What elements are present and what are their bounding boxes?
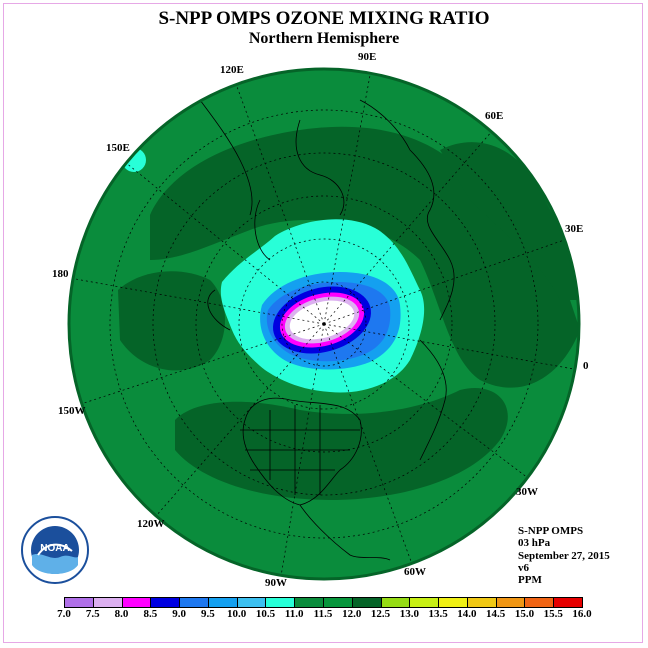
info-level: 03 hPa xyxy=(518,537,551,550)
colorbar-tick-label: 12.5 xyxy=(370,608,391,620)
center-no-data xyxy=(289,300,355,340)
info-date: September 27, 2015 xyxy=(518,549,610,562)
dark-green-band-northeast xyxy=(440,142,579,300)
colorbar-tick-label: 10.5 xyxy=(255,608,276,620)
colorbar-tick-label: 11.0 xyxy=(284,608,304,620)
colorbar-tick-label: 9.0 xyxy=(172,608,186,620)
noaa-logo: NOAA xyxy=(21,516,89,584)
colorbar-tick-label: 7.5 xyxy=(85,608,100,620)
colorbar-segment xyxy=(351,597,382,608)
colorbar-tick-label: 9.5 xyxy=(201,608,215,620)
coastlines xyxy=(199,99,455,561)
info-version: v6 xyxy=(518,561,529,574)
colorbar-tick-label: 15.0 xyxy=(514,608,535,620)
lon-label-60w: 60W xyxy=(404,566,426,578)
lon-label-0: 0 xyxy=(583,360,589,372)
colorbar-segment xyxy=(92,597,123,608)
colorbar-tick-label: 7.0 xyxy=(57,608,71,620)
colorbar-tick-label: 12.0 xyxy=(342,608,362,620)
dark-green-band-west xyxy=(118,271,225,371)
lon-label-90e: 90E xyxy=(358,51,377,63)
colorbar-segment xyxy=(553,597,583,608)
lon-label-30w: 30W xyxy=(516,486,538,498)
dark-green-band-south xyxy=(175,388,508,500)
colorbar-segment xyxy=(323,597,353,608)
colorbar-tick-label: 10.0 xyxy=(227,608,247,620)
colorbar-tick-label: 11.5 xyxy=(313,608,333,620)
colorbar-segment xyxy=(438,597,468,608)
colorbar-segment xyxy=(409,597,440,608)
image-frame xyxy=(3,3,643,643)
colorbar-segment xyxy=(121,597,152,608)
colorbar-segment xyxy=(524,597,555,608)
colorbar-segment xyxy=(179,597,209,608)
colorbar-segment xyxy=(150,597,181,608)
colorbar-tick-label: 14.0 xyxy=(457,608,477,620)
lon-label-60e: 60E xyxy=(485,110,504,122)
info-units: PPM xyxy=(518,574,542,587)
info-instrument: S-NPP OMPS xyxy=(518,525,584,537)
lon-label-150e: 150E xyxy=(106,142,130,154)
colorbar-segment xyxy=(294,597,324,608)
colorbar-segment xyxy=(495,597,526,608)
colorbar-tick-label: 8.0 xyxy=(114,608,129,620)
map-border xyxy=(67,67,581,581)
lon-label-120e: 120E xyxy=(220,64,244,76)
map-title: S-NPP OMPS OZONE MIXING RATIO xyxy=(158,8,490,29)
colorbar-tick-label: 8.5 xyxy=(143,608,158,620)
colorbar-tick-label: 13.5 xyxy=(428,608,448,620)
colorbar-tick-label: 14.5 xyxy=(486,608,506,620)
lon-label-150w: 150W xyxy=(58,405,86,417)
colorbar-tick-label: 16.0 xyxy=(572,608,592,620)
colorbar-segment xyxy=(265,597,296,608)
lon-label-180: 180 xyxy=(52,268,69,280)
colorbar-tick-label: 15.5 xyxy=(543,608,563,620)
colorbar-segment xyxy=(207,597,238,608)
lon-label-90w: 90W xyxy=(265,577,287,589)
noaa-logo-text: NOAA xyxy=(40,543,69,554)
graticule xyxy=(69,69,579,577)
colorbar-segment xyxy=(64,597,94,608)
colorbar-segment xyxy=(236,597,267,608)
lon-label-120w: 120W xyxy=(137,518,165,530)
lon-label-30e: 30E xyxy=(565,223,584,235)
colorbar-segment xyxy=(466,597,497,608)
info-block: S-NPP OMPS 03 hPa September 27, 2015 v6 … xyxy=(518,525,610,586)
map-subtitle: Northern Hemisphere xyxy=(248,30,400,47)
colorbar-tick-label: 13.0 xyxy=(399,608,419,620)
colorbar-segment xyxy=(380,597,411,608)
